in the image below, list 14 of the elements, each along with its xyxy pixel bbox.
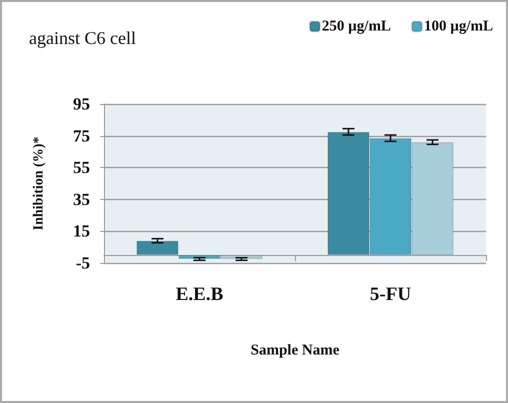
bar [136, 240, 178, 256]
chart-title: against C6 cell [29, 28, 136, 48]
y-tick-label: 15 [73, 222, 90, 241]
y-tick-label: 35 [73, 190, 90, 209]
x-tick-label: 5-FU [370, 284, 412, 305]
x-tick-label: E.E.B [176, 284, 224, 305]
legend-label: 250 µg/mL [322, 18, 391, 34]
legend-label: 100 µg/mL [424, 18, 493, 34]
y-tick-label: -5 [76, 254, 90, 272]
y-tick-label: 95 [73, 94, 90, 114]
y-tick-label: 75 [73, 126, 90, 146]
y-axis-title: Inhibition (%)* [32, 136, 46, 230]
x-axis-title: Sample Name [250, 342, 340, 358]
y-tick-label: 55 [73, 158, 90, 178]
